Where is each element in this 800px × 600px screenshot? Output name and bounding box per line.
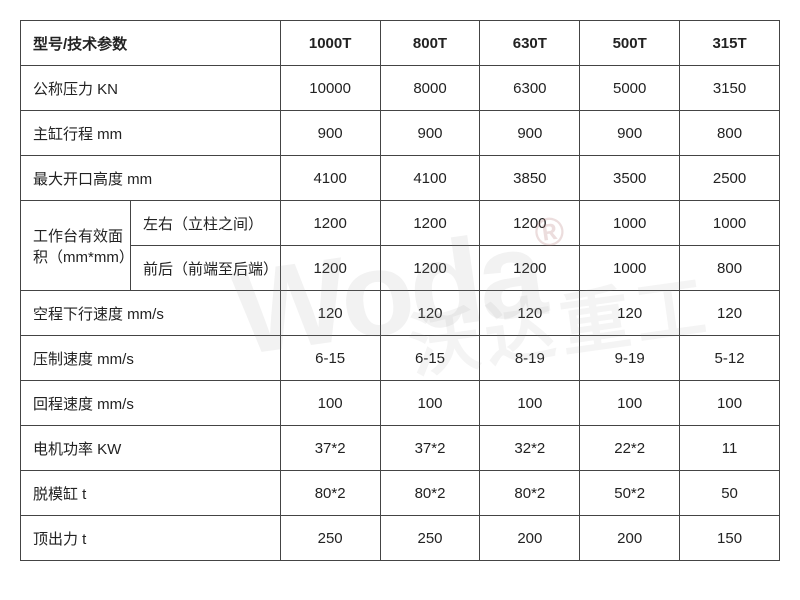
cell: 900: [580, 111, 680, 156]
spec-table-container: Woda® 沃达重工 型号/技术参数 1000T 800T 630T 500T …: [20, 20, 780, 561]
cell: 8000: [380, 66, 480, 111]
cell: 150: [680, 516, 780, 561]
cell: 1000: [580, 246, 680, 291]
cell: 5000: [580, 66, 680, 111]
cell: 1000: [580, 201, 680, 246]
cell: 5-12: [680, 336, 780, 381]
cell: 1200: [380, 246, 480, 291]
header-model: 500T: [580, 21, 680, 66]
row-label: 压制速度 mm/s: [21, 336, 281, 381]
cell: 120: [280, 291, 380, 336]
header-model: 315T: [680, 21, 780, 66]
cell: 900: [480, 111, 580, 156]
row-label: 最大开口高度 mm: [21, 156, 281, 201]
cell: 50: [680, 471, 780, 516]
table-row: 前后（前端至后端） 1200 1200 1200 1000 800: [21, 246, 780, 291]
cell: 120: [380, 291, 480, 336]
cell: 6-15: [380, 336, 480, 381]
table-header-row: 型号/技术参数 1000T 800T 630T 500T 315T: [21, 21, 780, 66]
cell: 900: [380, 111, 480, 156]
cell: 250: [280, 516, 380, 561]
cell: 250: [380, 516, 480, 561]
cell: 50*2: [580, 471, 680, 516]
cell: 100: [680, 381, 780, 426]
cell: 800: [680, 111, 780, 156]
cell: 6300: [480, 66, 580, 111]
cell: 80*2: [280, 471, 380, 516]
cell: 3150: [680, 66, 780, 111]
cell: 1000: [680, 201, 780, 246]
row-label: 主缸行程 mm: [21, 111, 281, 156]
group-label: 工作台有效面积（mm*mm）: [21, 201, 131, 291]
cell: 3850: [480, 156, 580, 201]
cell: 120: [580, 291, 680, 336]
header-model: 1000T: [280, 21, 380, 66]
cell: 80*2: [380, 471, 480, 516]
cell: 9-19: [580, 336, 680, 381]
cell: 900: [280, 111, 380, 156]
cell: 4100: [380, 156, 480, 201]
subrow-label: 前后（前端至后端）: [130, 246, 280, 291]
cell: 120: [480, 291, 580, 336]
cell: 10000: [280, 66, 380, 111]
cell: 6-15: [280, 336, 380, 381]
cell: 4100: [280, 156, 380, 201]
table-row: 回程速度 mm/s 100 100 100 100 100: [21, 381, 780, 426]
cell: 200: [580, 516, 680, 561]
table-row: 公称压力 KN 10000 8000 6300 5000 3150: [21, 66, 780, 111]
row-label: 公称压力 KN: [21, 66, 281, 111]
cell: 100: [380, 381, 480, 426]
table-row: 脱模缸 t 80*2 80*2 80*2 50*2 50: [21, 471, 780, 516]
cell: 100: [280, 381, 380, 426]
cell: 3500: [580, 156, 680, 201]
cell: 120: [680, 291, 780, 336]
cell: 200: [480, 516, 580, 561]
table-row: 工作台有效面积（mm*mm） 左右（立柱之间） 1200 1200 1200 1…: [21, 201, 780, 246]
cell: 1200: [380, 201, 480, 246]
table-row: 电机功率 KW 37*2 37*2 32*2 22*2 11: [21, 426, 780, 471]
table-row: 主缸行程 mm 900 900 900 900 800: [21, 111, 780, 156]
cell: 1200: [280, 246, 380, 291]
cell: 11: [680, 426, 780, 471]
cell: 22*2: [580, 426, 680, 471]
row-label: 电机功率 KW: [21, 426, 281, 471]
cell: 800: [680, 246, 780, 291]
cell: 2500: [680, 156, 780, 201]
table-row: 顶出力 t 250 250 200 200 150: [21, 516, 780, 561]
cell: 1200: [480, 201, 580, 246]
row-label: 顶出力 t: [21, 516, 281, 561]
header-param: 型号/技术参数: [21, 21, 281, 66]
cell: 8-19: [480, 336, 580, 381]
table-row: 最大开口高度 mm 4100 4100 3850 3500 2500: [21, 156, 780, 201]
header-model: 800T: [380, 21, 480, 66]
table-row: 空程下行速度 mm/s 120 120 120 120 120: [21, 291, 780, 336]
header-model: 630T: [480, 21, 580, 66]
row-label: 脱模缸 t: [21, 471, 281, 516]
spec-table: 型号/技术参数 1000T 800T 630T 500T 315T 公称压力 K…: [20, 20, 780, 561]
cell: 1200: [480, 246, 580, 291]
cell: 32*2: [480, 426, 580, 471]
cell: 37*2: [280, 426, 380, 471]
cell: 100: [480, 381, 580, 426]
subrow-label: 左右（立柱之间）: [130, 201, 280, 246]
cell: 37*2: [380, 426, 480, 471]
row-label: 回程速度 mm/s: [21, 381, 281, 426]
row-label: 空程下行速度 mm/s: [21, 291, 281, 336]
cell: 80*2: [480, 471, 580, 516]
cell: 100: [580, 381, 680, 426]
cell: 1200: [280, 201, 380, 246]
table-row: 压制速度 mm/s 6-15 6-15 8-19 9-19 5-12: [21, 336, 780, 381]
